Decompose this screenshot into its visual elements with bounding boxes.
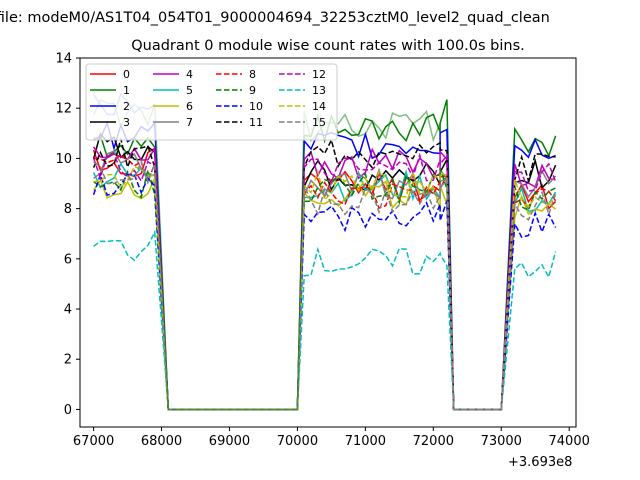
- x-tick-label: 70000: [277, 434, 318, 449]
- legend-label: 10: [249, 100, 263, 113]
- legend-label: 9: [249, 84, 256, 97]
- legend-label: 2: [123, 100, 130, 113]
- legend-label: 4: [186, 68, 193, 81]
- chart-title: Quadrant 0 module wise count rates with …: [131, 38, 525, 54]
- x-offset-label: +3.693e8: [508, 455, 572, 470]
- y-tick-label: 12: [55, 102, 72, 117]
- y-tick-label: 4: [64, 303, 72, 318]
- legend-label: 15: [312, 116, 326, 129]
- x-tick-label: 68000: [141, 434, 182, 449]
- legend-label: 0: [123, 68, 130, 81]
- series-line: [93, 165, 557, 411]
- legend-label: 8: [249, 68, 256, 81]
- y-tick-label: 8: [64, 202, 72, 217]
- x-tick-label: 71000: [345, 434, 386, 449]
- legend-label: 12: [312, 68, 326, 81]
- x-tick-label: 69000: [209, 434, 250, 449]
- x-axis: 67000 68000 69000 70000 71000 72000 73000 74000: [73, 427, 590, 449]
- y-tick-label: 6: [64, 252, 72, 267]
- x-tick-label: 73000: [481, 434, 522, 449]
- legend-frame: [85, 63, 338, 141]
- legend-label: 14: [312, 100, 326, 113]
- x-tick-label: 74000: [549, 434, 590, 449]
- legend-label: 5: [186, 84, 193, 97]
- y-axis: 0 2 4 6 8 10 12 14: [55, 52, 80, 418]
- series-line: [93, 159, 557, 411]
- legend-label: 1: [123, 84, 130, 97]
- x-tick-label: 72000: [413, 434, 454, 449]
- legend-label: 7: [186, 116, 193, 129]
- y-tick-label: 14: [55, 52, 72, 67]
- suptitle: n file: modeM0/AS1T04_054T01_9000004694_…: [0, 10, 550, 26]
- legend-label: 13: [312, 84, 326, 97]
- series-layer: [92, 92, 557, 411]
- y-tick-label: 10: [55, 152, 72, 167]
- legend-label: 11: [249, 116, 263, 129]
- y-tick-label: 2: [64, 353, 72, 368]
- y-tick-label: 0: [64, 403, 72, 418]
- series-line: [93, 229, 557, 411]
- legend-label: 3: [123, 116, 130, 129]
- x-tick-label: 67000: [73, 434, 114, 449]
- legend-label: 6: [186, 100, 193, 113]
- series-line: [92, 152, 557, 411]
